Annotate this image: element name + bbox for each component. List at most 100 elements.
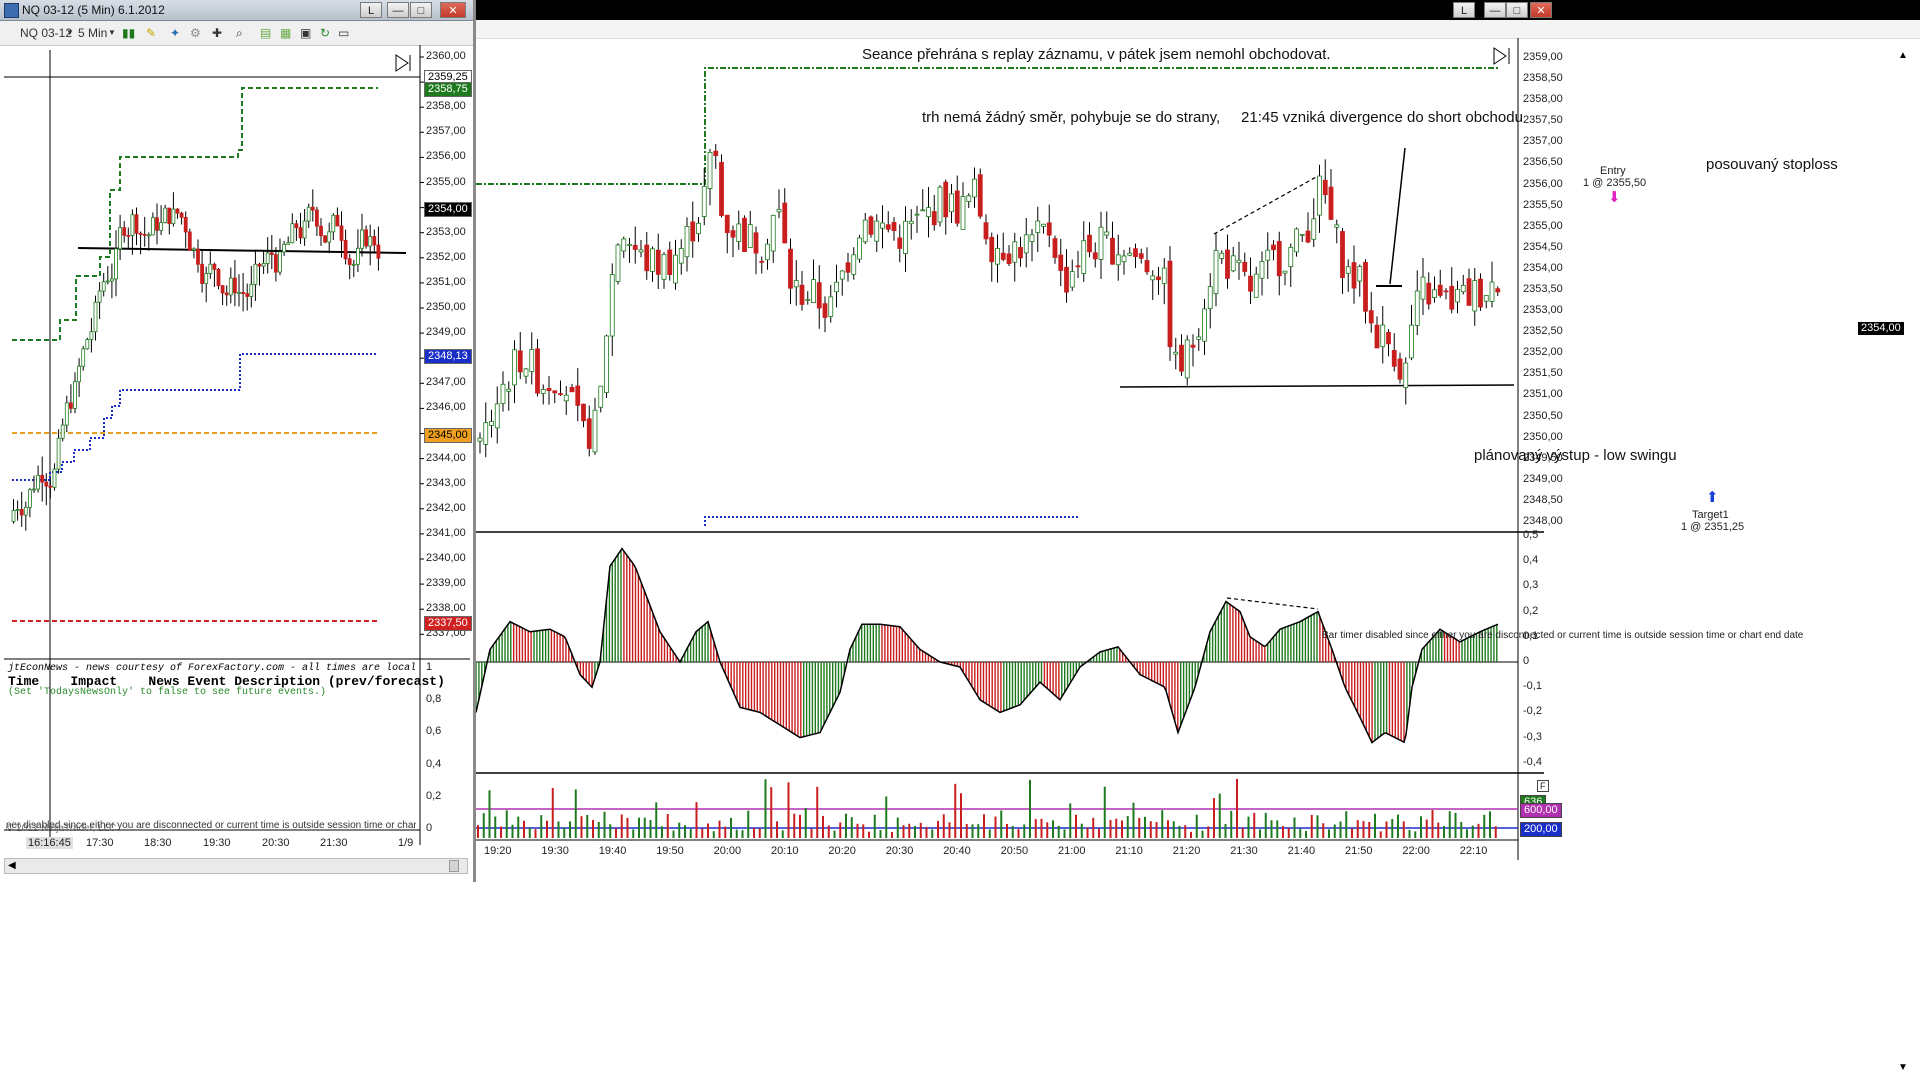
candle-body	[592, 409, 598, 453]
candle-body	[1207, 286, 1213, 310]
candle-body	[776, 209, 782, 213]
right-scroll-down-icon[interactable]: ▼	[1898, 1062, 1908, 1073]
title-l-button[interactable]: L	[360, 2, 382, 18]
right-time-tick: 19:50	[656, 845, 684, 857]
osc-tick: -0,1	[1523, 680, 1542, 693]
minimize-button[interactable]: —	[387, 2, 409, 18]
candle-body	[609, 274, 615, 337]
left-bottom-status: ner disabled since either you are discon…	[6, 820, 416, 831]
candle-body	[1386, 331, 1391, 345]
left-candle-body	[232, 277, 237, 294]
app-icon	[4, 3, 19, 18]
interval-dropdown-icon[interactable]: ▼	[108, 28, 116, 37]
indicator-icon[interactable]: ✦	[170, 26, 181, 40]
right-minimize-button[interactable]: —	[1484, 2, 1506, 18]
left-candle-body	[323, 235, 328, 243]
left-candle-body	[23, 506, 28, 516]
right-chart-area[interactable]	[476, 38, 1920, 880]
bar-type-icon[interactable]: ▮▮	[122, 26, 136, 40]
candle-body	[615, 244, 621, 282]
instrument-dropdown-icon[interactable]: ▼	[66, 28, 74, 37]
candle-body	[839, 270, 845, 280]
candle-body	[793, 280, 799, 288]
candle-body	[1069, 271, 1075, 288]
zoom-icon[interactable]: ⌕	[236, 26, 243, 40]
right-upper-band	[476, 67, 1498, 185]
left-candle-body	[27, 489, 32, 508]
right-time-tick: 20:00	[713, 845, 742, 857]
left-price-tick: 2338,00	[426, 602, 466, 615]
candle-body	[908, 220, 914, 225]
candle-body	[1305, 230, 1311, 243]
candle-body	[598, 385, 604, 408]
news-axis-tick: 0,4	[426, 757, 442, 770]
left-candle-body	[245, 293, 250, 297]
candle-body	[903, 220, 908, 255]
news-axis-tick: 0,6	[426, 725, 442, 738]
close-button[interactable]: ✕	[440, 2, 466, 18]
scroll-thumb[interactable]	[449, 860, 459, 872]
candle-body	[500, 383, 506, 404]
candle-body	[782, 202, 788, 244]
refresh-icon[interactable]: ↻	[320, 26, 331, 40]
left-candle-body	[351, 263, 356, 266]
candle-body	[1489, 281, 1495, 302]
candle-body	[684, 226, 690, 258]
candle-body	[943, 181, 949, 218]
properties-icon[interactable]: ▤	[260, 26, 272, 40]
osc-tick: 0,1	[1523, 629, 1539, 642]
left-title-bar[interactable]: NQ 03-12 (5 Min) 6.1.2012 L — □ ✕	[0, 0, 473, 21]
right-time-tick: 21:20	[1172, 845, 1201, 857]
left-price-tick: 2346,00	[426, 401, 466, 414]
right-price-tick: 2353,00	[1523, 304, 1563, 317]
strategy-icon[interactable]: ⚙	[190, 26, 201, 40]
left-price-tick: 2341,00	[426, 526, 466, 539]
candle-body	[1081, 240, 1087, 274]
left-price-tick: 2347,00	[426, 376, 466, 389]
left-price-tick: 2356,00	[426, 150, 466, 163]
candle-body	[1213, 250, 1219, 295]
window-linking-icon[interactable]: ▭	[338, 26, 350, 40]
candle-body	[1190, 344, 1196, 348]
left-candle-body	[32, 488, 36, 491]
left-scrollbar[interactable]: ◀	[4, 858, 468, 874]
crosshair-icon[interactable]: ✚	[212, 26, 223, 40]
right-scroll-up-icon[interactable]: ▲	[1898, 50, 1908, 61]
left-price-chart[interactable]	[0, 45, 473, 882]
candle-body	[811, 279, 816, 303]
right-maximize-button[interactable]: □	[1506, 2, 1528, 18]
candle-body	[1472, 280, 1478, 312]
left-candle-body	[376, 244, 381, 259]
left-time-tick: 21:30	[320, 837, 348, 849]
candle-body	[1282, 270, 1288, 274]
left-candle-body	[167, 207, 172, 225]
draw-tool-icon[interactable]: ✎	[146, 26, 157, 40]
note-stoploss: posouvaný stoploss	[1706, 156, 1838, 173]
data-box-icon[interactable]: ▦	[280, 26, 292, 40]
right-close-button[interactable]: ✕	[1530, 2, 1552, 18]
candle-body	[931, 211, 937, 226]
right-title-bar[interactable]: L — □ ✕	[476, 0, 1920, 20]
candle-body	[1202, 308, 1207, 342]
scroll-left-icon[interactable]: ◀	[8, 860, 16, 871]
right-last-price-tag: 2354,00	[1858, 322, 1904, 335]
candle-body	[1380, 324, 1386, 347]
right-title-l-button[interactable]: L	[1453, 2, 1475, 18]
candle-body	[1357, 266, 1363, 282]
candle-body	[960, 196, 966, 230]
left-candle-body	[273, 254, 278, 273]
candle-body	[575, 385, 581, 406]
candle-body	[1294, 228, 1299, 253]
instrument-selector[interactable]: NQ 03-12	[20, 26, 73, 40]
left-upper-band	[12, 87, 378, 341]
candle-body	[937, 186, 943, 223]
candle-body	[1276, 241, 1282, 277]
candle-body	[816, 282, 822, 309]
maximize-button[interactable]: □	[410, 2, 432, 18]
interval-selector[interactable]: 5 Min	[78, 26, 108, 40]
candle-body	[1409, 324, 1414, 359]
left-candle-body	[331, 214, 336, 233]
chart-trader-icon[interactable]: ▣	[300, 26, 312, 40]
candle-body	[1460, 284, 1466, 293]
left-candle-body	[339, 225, 344, 241]
